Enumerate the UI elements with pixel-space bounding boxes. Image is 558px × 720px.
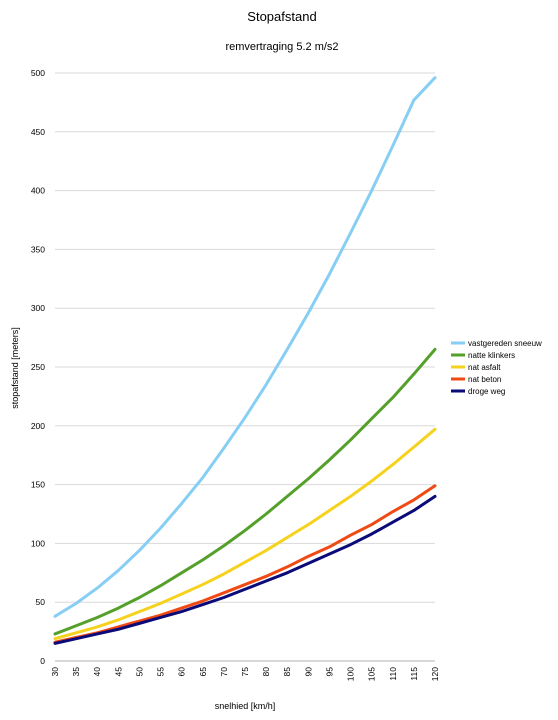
y-axis-label: stopafstand [meters] xyxy=(10,327,20,409)
x-tick-label: 90 xyxy=(303,667,313,677)
series-line-3 xyxy=(53,484,437,644)
series-line-4 xyxy=(53,494,437,645)
legend-label: nat beton xyxy=(468,375,501,384)
y-tick-label: 150 xyxy=(31,480,45,490)
x-tick-label: 55 xyxy=(156,667,166,677)
y-tick-label: 250 xyxy=(31,362,45,372)
x-tick-label: 95 xyxy=(324,667,334,677)
x-axis-label: snelhied [km/h] xyxy=(215,701,276,711)
y-tick-label: 400 xyxy=(31,186,45,196)
x-tick-label: 105 xyxy=(367,667,377,681)
series-line-2 xyxy=(53,427,437,641)
gridlines xyxy=(55,72,435,603)
x-tick-label: 35 xyxy=(71,667,81,677)
y-tick-label: 450 xyxy=(31,127,45,137)
x-tick-label: 75 xyxy=(240,667,250,677)
legend: vastgereden sneeuw natte klinkers nat asfa… xyxy=(451,339,542,396)
x-tick-label: 30 xyxy=(50,667,60,677)
x-tick-label: 50 xyxy=(134,667,144,677)
x-tick-label: 85 xyxy=(282,667,292,677)
x-tick-label: 70 xyxy=(219,667,229,677)
x-tick-label: 40 xyxy=(92,667,102,677)
series-lines xyxy=(53,76,437,645)
y-tick-label: 100 xyxy=(31,538,45,548)
legend-label: droge weg xyxy=(468,387,505,396)
x-axis-ticks: 30 35 40 45 50 55 60 65 70 75 80 85 90 95 100 105 110 115… xyxy=(50,667,440,681)
x-tick-label: 115 xyxy=(409,667,419,681)
x-tick-label: 110 xyxy=(388,667,398,681)
y-tick-label: 300 xyxy=(31,303,45,313)
x-tick-label: 45 xyxy=(113,667,123,677)
x-tick-label: 65 xyxy=(198,667,208,677)
y-tick-label: 350 xyxy=(31,244,45,254)
chart-title: Stopafstand xyxy=(247,9,316,24)
y-tick-label: 200 xyxy=(31,421,45,431)
legend-label: natte klinkers xyxy=(468,351,515,360)
y-axis-ticks: 0 50 100 150 200 250 300 350 400 450 500 xyxy=(31,68,45,666)
legend-label: nat asfalt xyxy=(468,363,501,372)
x-tick-label: 80 xyxy=(261,667,271,677)
chart-subtitle: remvertraging 5.2 m/s2 xyxy=(225,41,338,53)
legend-label: vastgereden sneeuw xyxy=(468,339,542,348)
series-line-1 xyxy=(53,347,437,636)
series-line-0 xyxy=(53,76,437,618)
x-tick-label: 100 xyxy=(346,667,356,681)
x-tick-label: 120 xyxy=(430,667,440,681)
y-tick-label: 0 xyxy=(40,656,45,666)
y-tick-label: 50 xyxy=(36,597,46,607)
x-tick-label: 60 xyxy=(177,667,187,677)
y-tick-label: 500 xyxy=(31,68,45,78)
